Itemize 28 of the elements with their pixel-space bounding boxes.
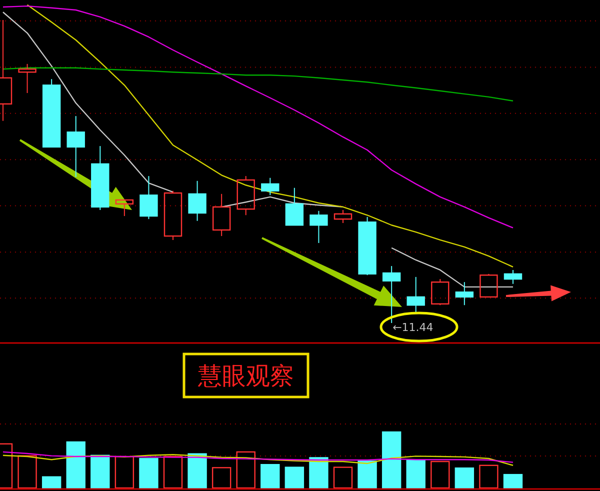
bar [18,455,37,489]
bar [236,451,256,489]
bar [454,467,474,489]
bar [503,474,523,489]
bar [139,458,158,489]
candlestick [188,180,206,222]
bar [163,456,183,489]
bar [212,467,232,489]
bar [406,460,426,489]
bar [188,453,207,489]
candlestick [382,266,401,324]
bar [358,460,377,489]
bar [90,454,110,489]
candlestick [66,116,85,178]
text: 慧眼观察 [197,362,294,390]
bar [382,431,402,489]
bar [430,460,450,489]
bar [479,464,498,489]
bar [260,464,280,489]
candlestick [455,282,474,306]
bar [333,466,353,489]
candlestick [212,193,231,237]
annotation: ←11.44 [392,321,434,334]
bar [42,476,62,489]
bar [66,441,86,489]
bar [284,466,304,489]
bar [114,456,134,489]
candlestick [406,276,425,313]
